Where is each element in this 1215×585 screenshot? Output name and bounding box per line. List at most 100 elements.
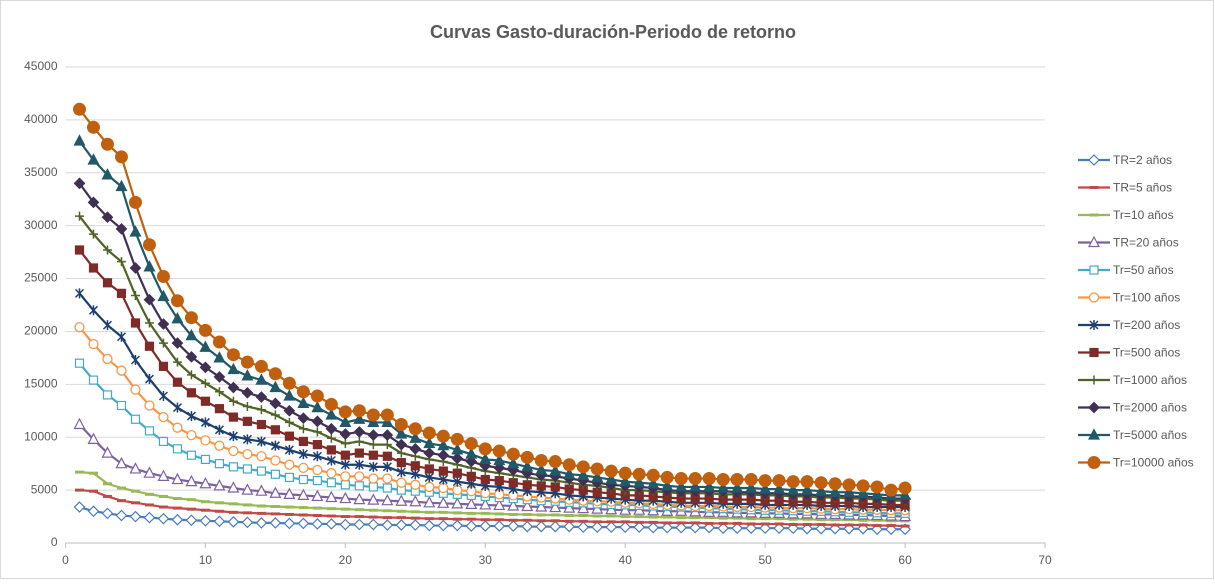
marker (787, 483, 800, 495)
marker (410, 461, 420, 471)
marker (226, 348, 240, 362)
marker (493, 453, 506, 466)
marker (438, 482, 449, 494)
marker (633, 521, 646, 533)
marker (1089, 213, 1099, 217)
marker (340, 471, 351, 482)
marker (269, 517, 282, 529)
marker (339, 491, 352, 504)
marker (283, 487, 296, 499)
y-tick-label: 40000 (24, 112, 58, 126)
marker (324, 397, 338, 411)
marker (522, 480, 532, 490)
marker (158, 411, 169, 423)
marker (424, 464, 434, 474)
marker (366, 408, 380, 422)
marker (1089, 375, 1099, 385)
marker (115, 222, 128, 235)
marker (409, 519, 422, 531)
marker (492, 444, 506, 458)
marker (354, 448, 364, 458)
marker (732, 521, 742, 525)
marker (367, 415, 380, 428)
marker (284, 505, 294, 509)
marker (480, 474, 490, 485)
marker (100, 137, 114, 151)
marker (157, 289, 170, 302)
marker (130, 384, 141, 395)
x-tick-label: 0 (62, 553, 69, 567)
marker (242, 402, 252, 412)
chart-title: Curvas Gasto-duración-Periodo de retorno (430, 22, 796, 42)
marker (661, 479, 674, 491)
marker (856, 479, 870, 493)
marker (284, 472, 294, 483)
marker (283, 404, 296, 417)
marker (494, 518, 504, 522)
marker (675, 480, 688, 492)
marker (717, 522, 730, 535)
marker (745, 481, 758, 493)
marker (450, 432, 464, 446)
marker (424, 517, 434, 521)
marker (633, 475, 646, 488)
marker (382, 473, 393, 484)
legend-label: Tr=5000 años (1113, 428, 1187, 442)
marker (590, 462, 604, 476)
marker (549, 464, 562, 476)
marker (186, 498, 196, 502)
marker (199, 476, 212, 489)
marker (592, 520, 602, 524)
marker (270, 410, 280, 420)
marker (354, 436, 364, 446)
marker (576, 460, 590, 474)
marker (158, 361, 169, 371)
x-tick-label: 20 (339, 553, 353, 567)
marker (858, 518, 868, 522)
marker (228, 445, 239, 457)
marker (382, 451, 392, 461)
marker (282, 376, 296, 390)
marker (339, 415, 352, 428)
marker (171, 337, 184, 349)
marker (212, 335, 226, 349)
marker (241, 516, 254, 529)
marker (409, 443, 422, 455)
marker (844, 518, 854, 522)
marker (704, 516, 714, 520)
marker (171, 513, 184, 526)
marker (368, 515, 378, 519)
marker (452, 517, 462, 521)
marker (269, 380, 282, 393)
marker (213, 351, 226, 363)
marker (1089, 265, 1099, 275)
marker (674, 471, 688, 485)
marker (214, 424, 224, 435)
marker (270, 505, 280, 509)
marker (129, 510, 142, 523)
x-tick-label: 30 (479, 553, 493, 567)
marker (648, 520, 658, 524)
marker (520, 450, 534, 464)
marker (200, 508, 210, 512)
marker (368, 450, 378, 460)
marker (242, 434, 252, 445)
marker (562, 458, 576, 472)
marker (186, 370, 196, 380)
marker (744, 473, 758, 487)
marker (716, 473, 730, 487)
marker (158, 390, 168, 401)
marker (646, 468, 660, 482)
marker (256, 511, 266, 515)
marker (732, 516, 742, 520)
marker (1089, 186, 1099, 189)
marker (214, 509, 224, 513)
marker (242, 448, 253, 460)
marker (689, 521, 702, 534)
marker (368, 461, 378, 472)
marker (297, 396, 310, 408)
marker (213, 515, 226, 528)
marker (326, 514, 336, 518)
marker (592, 514, 602, 518)
marker (605, 472, 618, 485)
